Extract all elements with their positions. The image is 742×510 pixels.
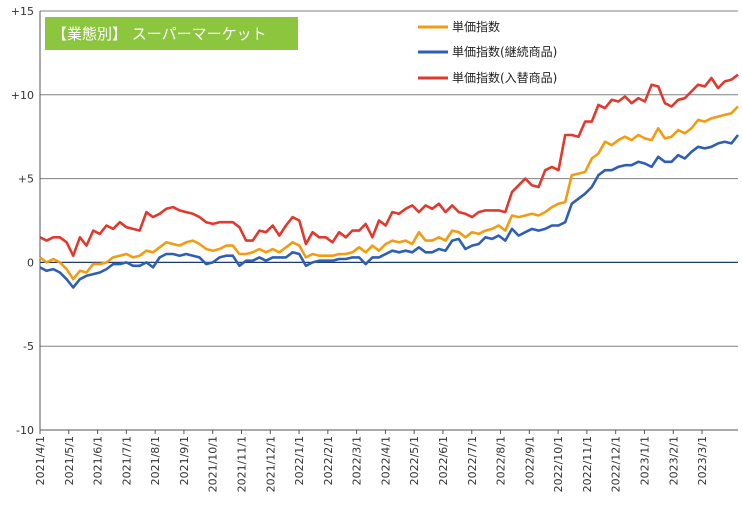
x-tick-label: 2022/2/1	[322, 436, 335, 485]
y-tick-label: +5	[18, 173, 34, 186]
x-tick-label: 2022/7/1	[466, 436, 479, 485]
x-tick-label: 2021/9/1	[178, 436, 191, 485]
x-tick-label: 2021/5/1	[63, 436, 76, 485]
chart-title: 【業態別】 スーパーマーケット	[52, 25, 267, 43]
x-tick-label: 2023/1/1	[638, 436, 651, 485]
x-tick-label: 2021/11/1	[235, 436, 248, 492]
y-axis-ticks: +15 +10 +5 0 -5 -10	[11, 5, 34, 437]
x-tick-label: 2022/8/1	[495, 436, 508, 485]
series-line-2	[39, 73, 739, 257]
x-tick-label: 2021/12/1	[264, 436, 277, 492]
legend-label-1: 単価指数(継続商品)	[452, 44, 557, 59]
x-tick-label: 2023/3/1	[696, 436, 709, 485]
series-line-1	[39, 134, 740, 289]
x-tick-label: 2022/6/1	[437, 436, 450, 485]
x-tick-label: 2023/2/1	[667, 436, 680, 485]
y-tick-label: +10	[11, 89, 34, 102]
y-tick-label: -10	[16, 424, 34, 437]
chart-title-background	[45, 17, 298, 50]
x-tick-label: 2021/6/1	[92, 436, 105, 485]
x-tick-label: 2021/7/1	[120, 436, 133, 485]
series-line-0	[39, 105, 739, 281]
x-tick-label: 2021/10/1	[207, 436, 220, 492]
series-lines	[39, 73, 740, 289]
x-tick-label: 2022/4/1	[379, 436, 392, 485]
x-tick-label: 2022/11/1	[581, 436, 594, 492]
x-tick-label: 2022/10/1	[552, 436, 565, 492]
x-axis-ticks: 2021/4/1 2021/5/1 2021/6/1 2021/7/1 2021/8/1…	[34, 430, 709, 492]
chart-title-box: 【業態別】 スーパーマーケット	[45, 17, 298, 50]
y-tick-label: -5	[23, 340, 34, 353]
x-tick-label: 2022/1/1	[293, 436, 306, 485]
legend-label-0: 単価指数	[452, 19, 500, 34]
x-tick-label: 2022/5/1	[408, 436, 421, 485]
x-tick-label: 2021/4/1	[34, 436, 47, 485]
x-tick-label: 2021/8/1	[149, 436, 162, 485]
x-tick-label: 2022/9/1	[523, 436, 536, 485]
y-tick-label: +15	[11, 5, 34, 18]
x-tick-label: 2022/3/1	[351, 436, 364, 485]
legend-label-2: 単価指数(入替商品)	[452, 70, 557, 85]
y-tick-label: 0	[27, 256, 34, 269]
x-tick-label: 2022/12/1	[610, 436, 623, 492]
